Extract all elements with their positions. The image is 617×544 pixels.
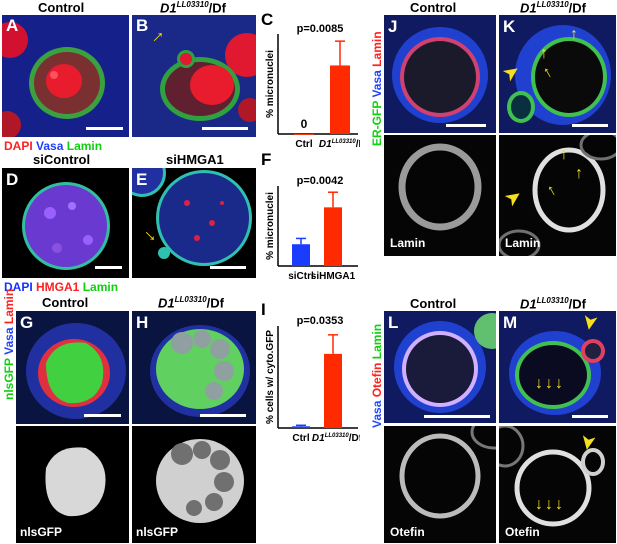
bar-1 [330, 65, 350, 134]
scale-bar-d [95, 266, 122, 269]
p-value-label: p=0.0353 [297, 315, 344, 327]
y-axis-label: % micronuclei [265, 192, 276, 260]
letter-f: F [261, 150, 272, 169]
panel-e-image [132, 168, 256, 278]
panel-m-image [499, 311, 616, 423]
title-l: Control [410, 296, 457, 311]
panel-h-gray [132, 426, 256, 543]
gray-label-k: Lamin [505, 236, 541, 250]
gray-label-j: Lamin [390, 236, 426, 250]
letter-c: C [261, 10, 274, 29]
letter-e: E [136, 170, 148, 189]
title-h: D1LL03310/Df [158, 295, 224, 311]
bar-1 [324, 207, 342, 266]
panel-g-image [16, 311, 129, 424]
scale-bar-a [86, 127, 123, 130]
scale-bar-m [572, 415, 608, 418]
letter-h: H [136, 313, 149, 332]
arrows-mg: ↓↓↓ [535, 496, 565, 513]
stain-labels-right-top: ER-GFP Vasa Lamin [370, 31, 384, 146]
letter-g: G [20, 313, 34, 332]
title-m: D1LL03310/Df [520, 296, 586, 312]
letter-l: L [388, 313, 399, 332]
title-a: Control [38, 0, 85, 15]
panel-m-gray [499, 426, 616, 543]
title-k: D1LL03310/Df [520, 0, 586, 16]
arrow-kg-2: ↑ [575, 165, 583, 182]
scale-bar-h [200, 414, 246, 417]
panel-d-image [2, 168, 129, 278]
panel-l-image [384, 311, 496, 423]
letter-b: B [136, 16, 149, 35]
scale-bar-j [446, 124, 486, 127]
bar-0 [292, 244, 310, 266]
panel-k-gray [499, 135, 616, 256]
panel-a-image [2, 15, 129, 137]
scale-bar-g [84, 414, 121, 417]
p-value-label: p=0.0085 [297, 23, 344, 35]
stain-labels-row3: nlsGFP Vasa Lamin [2, 288, 16, 400]
arrow-k-2: ↑ [540, 45, 548, 62]
panel-g-gray [16, 426, 129, 543]
scale-bar-l [424, 415, 490, 418]
letter-m: M [503, 313, 518, 332]
p-value-label: p=0.0042 [297, 175, 344, 187]
scale-bar-k [572, 124, 608, 127]
arrow-kg-arrows: ↑ [560, 146, 568, 163]
category-label-0: siCtrl [288, 271, 314, 282]
value-label-0: 0 [301, 117, 308, 131]
title-g: Control [42, 295, 89, 310]
arrows-m: ↓↓↓ [535, 375, 565, 392]
bar-1 [324, 353, 342, 428]
chart-i: % cells w/ cyto.GFP p=0.0353 Ctrl D1LL03310… [265, 315, 360, 444]
y-axis-label: % micronuclei [265, 50, 276, 118]
y-axis-label: % cells w/ cyto.GFP [265, 330, 276, 424]
gray-label-g: nlsGFP [20, 525, 63, 539]
category-label-1: D1LL03310/Df [312, 433, 360, 444]
stain-labels-row1: DAPI Vasa Lamin [4, 139, 103, 153]
title-d: siControl [33, 152, 91, 167]
scale-bar-b [202, 127, 248, 130]
letter-j: J [388, 17, 398, 36]
title-e: siHMGA1 [166, 152, 224, 167]
panel-h-image [132, 311, 256, 424]
gray-label-m: Otefin [505, 525, 540, 539]
letter-d: D [6, 170, 19, 189]
category-label-0: Ctrl [292, 433, 309, 444]
stain-labels-row2: DAPI HMGA1 Lamin [4, 280, 119, 294]
stain-labels-right-bottom: Vasa Otefin Lamin [370, 323, 384, 428]
letter-k: K [503, 17, 516, 36]
title-j: Control [410, 0, 457, 15]
arrow-k-1: ↑ [570, 26, 578, 43]
chart-c: % micronuclei p=0.0085 0 Ctrl D1LL03310/Df [265, 23, 360, 150]
gray-label-h: nlsGFP [136, 525, 179, 539]
category-label-1: D1LL03310/Df [319, 139, 360, 150]
bar-0 [292, 426, 310, 428]
category-label-1: siHMGA1 [311, 271, 356, 282]
panel-l-gray [384, 426, 496, 543]
title-b: D1LL03310/Df [160, 0, 226, 16]
scale-bar-e [210, 266, 246, 269]
letter-i: I [261, 300, 266, 319]
panel-k-image [499, 15, 616, 133]
category-label-0: Ctrl [295, 139, 312, 150]
panel-j-image [384, 15, 496, 133]
letter-a: A [6, 16, 19, 35]
panel-j-gray [384, 135, 496, 256]
panel-b-image [132, 15, 256, 137]
bar-0 [294, 134, 314, 135]
gray-label-l: Otefin [390, 525, 425, 539]
